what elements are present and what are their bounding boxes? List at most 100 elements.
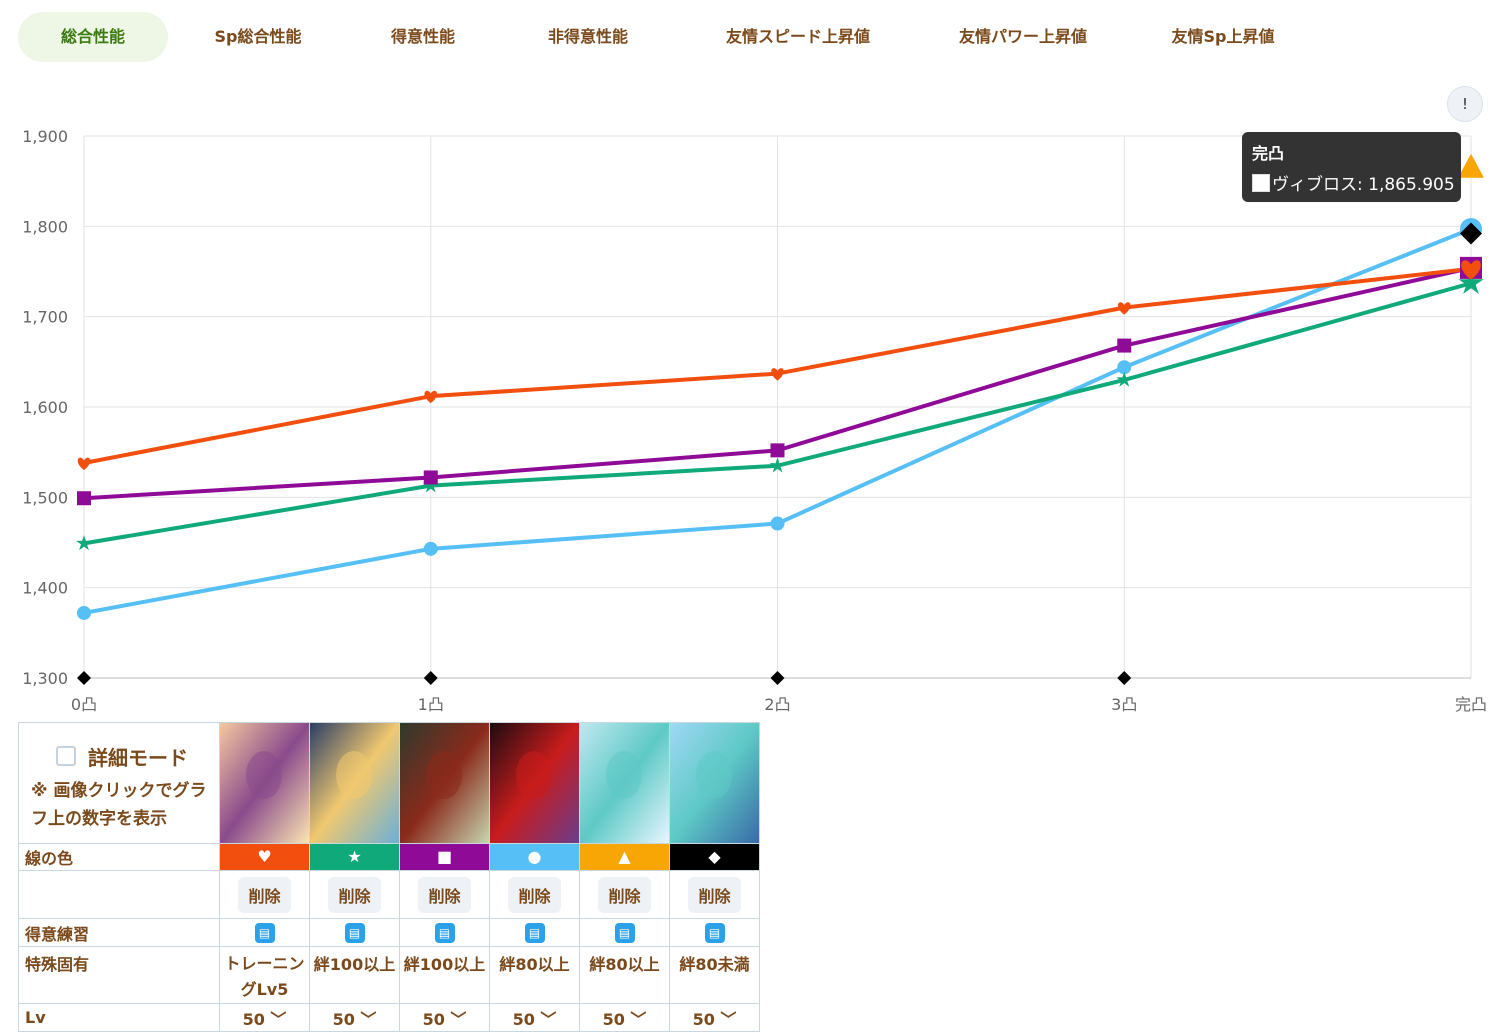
- point-square: [423, 470, 438, 485]
- point-square: [770, 443, 785, 458]
- line-color-circle: ●: [489, 843, 580, 871]
- lv-select-2[interactable]: 50 ﹀: [309, 1003, 400, 1032]
- lv-select-3[interactable]: 50 ﹀: [399, 1003, 490, 1032]
- unique-value-6: 絆80未満: [669, 946, 760, 1004]
- delete-button-3[interactable]: 削除: [418, 876, 471, 913]
- delete-button-6[interactable]: 削除: [688, 876, 741, 913]
- delete-button-2[interactable]: 削除: [328, 876, 381, 913]
- lv-select-4[interactable]: 50 ﹀: [489, 1003, 580, 1032]
- training-icon: ▤: [434, 923, 455, 943]
- point-diamond: [1460, 222, 1482, 245]
- lv-select-6[interactable]: 50 ﹀: [669, 1003, 760, 1032]
- detail-mode-label: 詳細モード: [88, 745, 188, 770]
- card-image-5[interactable]: [579, 722, 670, 844]
- point-diamond: [1117, 671, 1132, 685]
- point-star: [422, 477, 439, 493]
- line-color-diamond: ◆: [669, 843, 760, 871]
- tab-sp-total-performance[interactable]: Sp総合性能: [214, 27, 302, 46]
- card-art[interactable]: [400, 723, 489, 843]
- point-circle: [77, 605, 91, 620]
- card-image-4[interactable]: [489, 722, 580, 844]
- point-heart: [424, 390, 438, 404]
- unique-row-label: 特殊固有: [18, 946, 220, 1004]
- card-art-figure: [516, 751, 552, 799]
- unique-value-2: 絆100以上: [309, 946, 400, 1004]
- unique-value-4: 絆80以上: [489, 946, 580, 1004]
- x-tick-label: 3凸: [1111, 695, 1137, 714]
- card-art[interactable]: [670, 723, 759, 843]
- delete-button-5[interactable]: 削除: [598, 876, 651, 913]
- delete-button-4[interactable]: 削除: [508, 876, 561, 913]
- training-icon: ▤: [614, 923, 635, 943]
- lv-select-1[interactable]: 50 ﹀: [219, 1003, 310, 1032]
- x-tick-label: 2凸: [764, 695, 790, 714]
- point-diamond: [770, 671, 785, 685]
- unique-value-1: トレーニングLv5: [219, 946, 310, 1004]
- tab-non-specialty-performance[interactable]: 非得意性能: [547, 27, 628, 46]
- tab-specialty-performance[interactable]: 得意性能: [390, 27, 455, 46]
- info-button[interactable]: !: [1447, 86, 1483, 122]
- training-row-label: 得意練習: [18, 918, 220, 947]
- point-heart: [1461, 260, 1481, 280]
- y-tick-label: 1,700: [22, 308, 68, 327]
- point-star: [1458, 270, 1484, 294]
- tab-friendship-power[interactable]: 友情パワー上昇値: [958, 27, 1087, 46]
- point-heart: [77, 457, 91, 471]
- point-square: [77, 491, 91, 506]
- point-diamond: [77, 671, 91, 685]
- line-color-heart: ♥: [219, 843, 310, 871]
- tooltip-text: ヴィブロス: 1,865.905: [1272, 175, 1455, 195]
- delete-button-1[interactable]: 削除: [238, 876, 291, 913]
- card-art[interactable]: [580, 723, 669, 843]
- card-art-figure: [246, 751, 282, 799]
- point-diamond: [423, 671, 438, 685]
- point-heart: [1117, 302, 1131, 315]
- support-card-table: 詳細モード ※ 画像クリックでグラフ上の数字を表示 線の色 ♥ ★ ■ ● ▲ …: [18, 722, 760, 1032]
- lv-select-5[interactable]: 50 ﹀: [579, 1003, 670, 1032]
- unique-value-5: 絆80以上: [579, 946, 670, 1004]
- point-heart: [771, 368, 784, 381]
- tooltip-swatch: [1252, 174, 1270, 192]
- training-icon: ▤: [344, 923, 365, 943]
- y-tick-label: 1,300: [22, 669, 68, 688]
- unique-value-3: 絆100以上: [399, 946, 490, 1004]
- card-art-figure: [336, 751, 372, 799]
- card-art[interactable]: [490, 723, 579, 843]
- training-icon: ▤: [704, 923, 725, 943]
- line-color-star: ★: [309, 843, 400, 871]
- training-icon: ▤: [254, 923, 275, 943]
- card-art-figure: [606, 751, 642, 799]
- y-tick-label: 1,800: [22, 217, 68, 236]
- tab-friendship-speed[interactable]: 友情スピード上昇値: [725, 27, 870, 46]
- tooltip-title: 完凸: [1252, 144, 1285, 163]
- chart-tooltip: 完凸 ヴィブロス: 1,865.905: [1242, 132, 1461, 202]
- point-star: [769, 457, 786, 473]
- y-tick-label: 1,400: [22, 579, 68, 598]
- point-square: [1117, 338, 1132, 353]
- x-tick-label: 完凸: [1455, 695, 1487, 714]
- line-color-square: ■: [399, 843, 490, 871]
- y-tick-label: 1,900: [22, 127, 68, 146]
- card-art[interactable]: [310, 723, 399, 843]
- x-tick-label: 0凸: [71, 695, 97, 714]
- tab-friendship-sp[interactable]: 友情Sp上昇値: [1171, 27, 1275, 46]
- y-tick-label: 1,500: [22, 488, 68, 507]
- point-circle: [1117, 360, 1132, 375]
- detail-mode-note: ※ 画像クリックでグラフ上の数字を表示: [31, 780, 207, 829]
- x-tick-label: 1凸: [418, 695, 444, 714]
- training-icon: ▤: [524, 923, 545, 943]
- detail-mode-checkbox[interactable]: [56, 746, 76, 766]
- tab-bar: 総合性能 Sp総合性能 得意性能 非得意性能 友情スピード上昇値 友情パワー上昇…: [18, 12, 1488, 62]
- card-image-2[interactable]: [309, 722, 400, 844]
- card-image-1[interactable]: [219, 722, 310, 844]
- card-image-6[interactable]: [669, 722, 760, 844]
- performance-line-chart: 1,300 1,400 1,500 1,600 1,700 1,800 1,900 0凸 1凸 2…: [22, 127, 1487, 714]
- tab-total-performance[interactable]: 総合性能: [18, 12, 168, 62]
- delete-row-label: [18, 870, 220, 919]
- detail-mode-cell: 詳細モード ※ 画像クリックでグラフ上の数字を表示: [18, 722, 220, 844]
- card-image-3[interactable]: [399, 722, 490, 844]
- point-star: [76, 535, 92, 551]
- point-circle: [423, 541, 438, 556]
- point-circle: [770, 516, 785, 531]
- card-art[interactable]: [220, 723, 309, 843]
